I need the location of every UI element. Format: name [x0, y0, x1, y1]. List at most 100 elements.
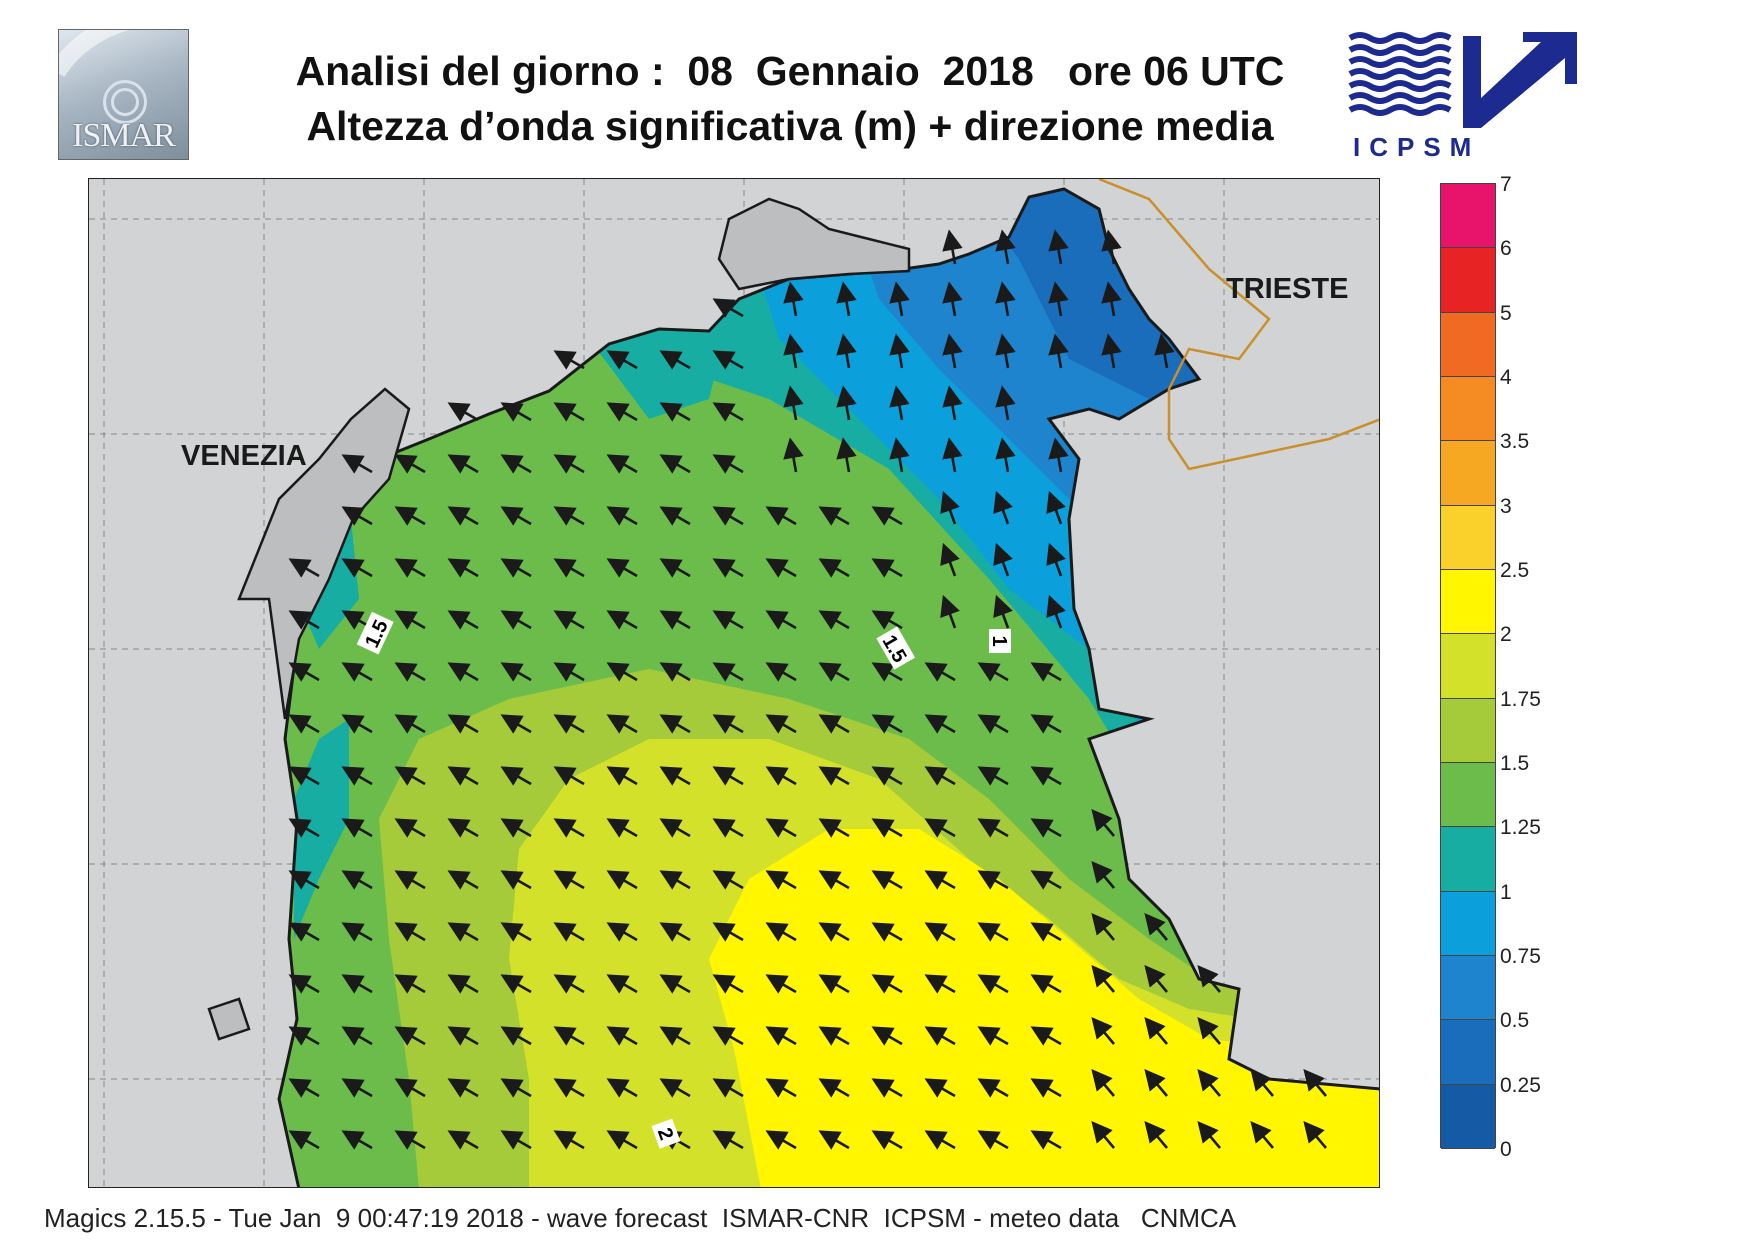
- direction-arrow: [1197, 1069, 1221, 1097]
- direction-arrow: [924, 1026, 956, 1046]
- direction-arrow: [836, 281, 857, 317]
- direction-arrow: [1144, 965, 1168, 993]
- direction-arrow: [1091, 1069, 1115, 1097]
- ismar-logo: ISMAR: [58, 29, 189, 160]
- direction-arrow: [977, 818, 1009, 838]
- direction-arrow: [606, 818, 638, 838]
- direction-arrow: [659, 662, 691, 682]
- direction-arrow: [1144, 1069, 1168, 1097]
- direction-arrow: [1154, 333, 1175, 369]
- legend-tick-label: 5: [1500, 301, 1512, 325]
- direction-arrow: [447, 454, 479, 474]
- direction-arrow: [977, 766, 1009, 786]
- direction-arrow: [1144, 913, 1168, 941]
- direction-arrow: [500, 558, 532, 578]
- direction-arrow: [1250, 1069, 1274, 1097]
- legend-band: [1441, 248, 1495, 313]
- direction-arrow: [1197, 965, 1221, 993]
- direction-arrow: [783, 437, 804, 473]
- lagoon-islands: [207, 197, 911, 1041]
- direction-arrow: [394, 558, 426, 578]
- direction-arrow: [924, 818, 956, 838]
- direction-arrow: [1030, 1026, 1062, 1046]
- direction-arrow: [836, 385, 857, 421]
- wave-direction-arrows: [288, 229, 1327, 1150]
- place-label-venezia: VENEZIA: [181, 440, 307, 472]
- direction-arrow: [712, 350, 744, 370]
- direction-arrow: [394, 766, 426, 786]
- direction-arrow: [500, 870, 532, 890]
- direction-arrow: [977, 1026, 1009, 1046]
- direction-arrow: [1303, 1121, 1327, 1149]
- legend-band: [1441, 377, 1495, 442]
- direction-arrow: [977, 662, 1009, 682]
- direction-arrow: [836, 437, 857, 473]
- direction-arrow: [977, 1130, 1009, 1150]
- icpsm-logo-label: ICPSM: [1353, 132, 1481, 162]
- direction-arrow: [818, 610, 850, 630]
- legend-band: [1441, 891, 1495, 956]
- direction-arrow: [500, 1130, 532, 1150]
- direction-arrow: [871, 870, 903, 890]
- direction-arrow: [288, 1130, 320, 1150]
- direction-arrow: [783, 333, 804, 369]
- direction-arrow: [712, 1078, 744, 1098]
- direction-arrow: [995, 281, 1016, 317]
- direction-arrow: [447, 974, 479, 994]
- direction-arrow: [712, 1130, 744, 1150]
- direction-arrow: [500, 714, 532, 734]
- wave-map: 1.5 1.5 1 2: [88, 178, 1380, 1188]
- direction-arrow: [924, 662, 956, 682]
- page-subtitle: Altezza d’onda significativa (m) + direz…: [306, 103, 1274, 149]
- direction-arrow: [942, 437, 963, 473]
- legend-tick-label: 3.5: [1500, 430, 1530, 454]
- direction-arrow: [447, 714, 479, 734]
- direction-arrow: [871, 1026, 903, 1046]
- direction-arrow: [659, 1026, 691, 1046]
- direction-arrow: [1030, 766, 1062, 786]
- direction-arrow: [500, 766, 532, 786]
- direction-arrow: [606, 714, 638, 734]
- direction-arrow: [871, 610, 903, 630]
- wave-height-legend: [1440, 183, 1496, 1149]
- direction-arrow: [553, 870, 585, 890]
- direction-arrow: [942, 333, 963, 369]
- direction-arrow: [288, 610, 320, 630]
- direction-arrow: [288, 870, 320, 890]
- direction-arrow: [765, 818, 797, 838]
- direction-arrow: [500, 506, 532, 526]
- direction-arrow: [500, 922, 532, 942]
- direction-arrow: [1030, 662, 1062, 682]
- direction-arrow: [889, 281, 910, 317]
- direction-arrow: [553, 974, 585, 994]
- direction-arrow: [836, 333, 857, 369]
- direction-arrow: [712, 402, 744, 422]
- direction-arrow: [288, 766, 320, 786]
- direction-arrow: [394, 506, 426, 526]
- direction-arrow: [977, 714, 1009, 734]
- direction-arrow: [447, 1026, 479, 1046]
- direction-arrow: [818, 922, 850, 942]
- direction-arrow: [553, 818, 585, 838]
- direction-arrow: [818, 714, 850, 734]
- direction-arrow: [553, 714, 585, 734]
- ismar-ring-inner-icon: [111, 88, 139, 116]
- direction-arrow: [993, 594, 1013, 629]
- legend-band: [1441, 827, 1495, 892]
- direction-arrow: [818, 1026, 850, 1046]
- direction-arrow: [447, 402, 479, 422]
- direction-arrow: [712, 662, 744, 682]
- direction-arrow: [818, 558, 850, 578]
- direction-arrow: [606, 610, 638, 630]
- direction-arrow: [993, 542, 1013, 577]
- direction-arrow: [871, 714, 903, 734]
- footer-credits: Magics 2.15.5 - Tue Jan 9 00:47:19 2018 …: [44, 1203, 1237, 1233]
- direction-arrow: [553, 610, 585, 630]
- direction-arrow: [394, 610, 426, 630]
- direction-arrow: [659, 506, 691, 526]
- direction-arrow: [1030, 1078, 1062, 1098]
- direction-arrow: [871, 662, 903, 682]
- state-border: [1098, 179, 1379, 471]
- direction-arrow: [606, 558, 638, 578]
- direction-arrow: [500, 1026, 532, 1046]
